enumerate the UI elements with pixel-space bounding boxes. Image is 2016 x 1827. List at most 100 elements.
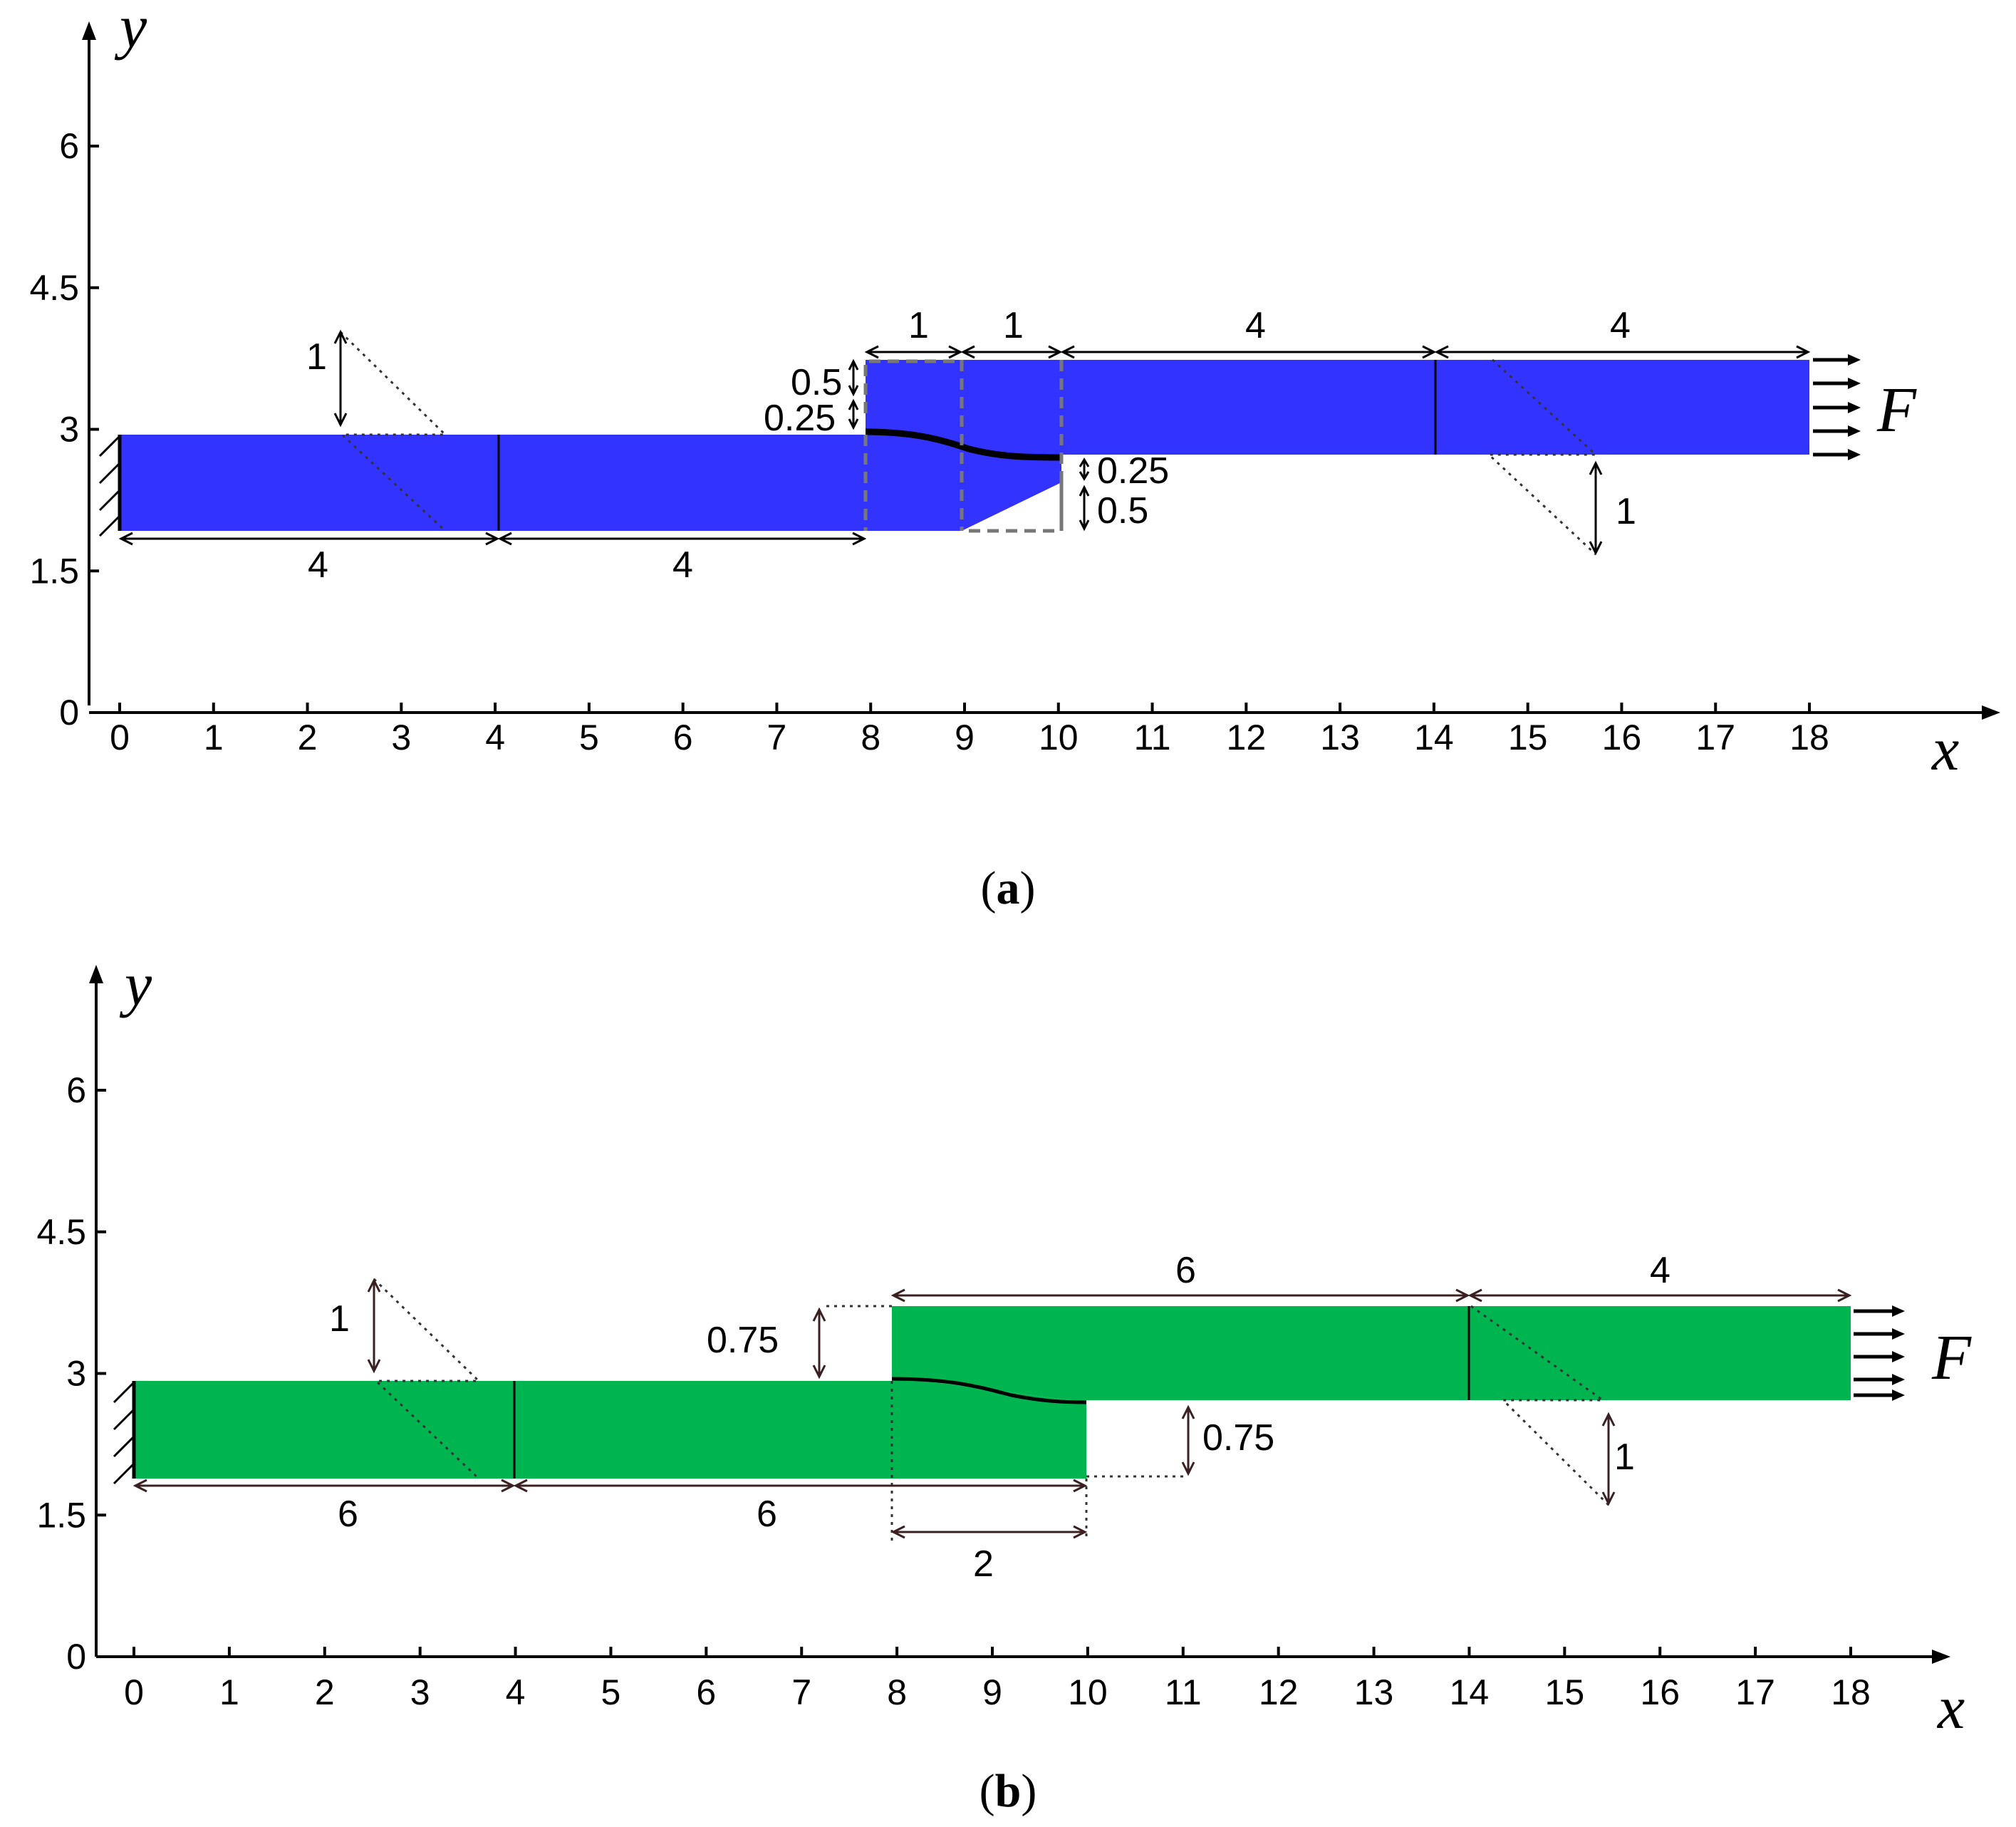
caption-b: (b) xyxy=(980,1765,1037,1817)
x-tick-label-a-1: 1 xyxy=(204,718,224,757)
panel-b: F 6 6 2 6 4 1 1 0.7 xyxy=(36,950,1972,1817)
dim-a-top-chamfer: 0.5 xyxy=(791,362,842,403)
dim-b-overlap: 2 xyxy=(973,1543,994,1585)
x-tick-label-b-4: 4 xyxy=(506,1672,526,1712)
x-axis-name-a: x xyxy=(1931,715,1959,783)
x-axis-arrow-b xyxy=(1932,1650,1950,1664)
x-tick-label-b-12: 12 xyxy=(1259,1672,1299,1712)
y-ticks-a: 0 1.5 3 4.5 6 xyxy=(29,126,99,733)
force-arrows-b xyxy=(1854,1305,1905,1401)
x-tick-label-a-5: 5 xyxy=(579,718,599,757)
force-label-b: F xyxy=(1931,1323,1972,1393)
specimen-b-lower-adherend xyxy=(134,1377,1086,1479)
dim-b-top-offset: 0.75 xyxy=(707,1320,779,1361)
dim-b-bottom-offset: 0.75 xyxy=(1202,1417,1274,1459)
x-tick-label-a-0: 0 xyxy=(110,718,130,757)
dim-a-left-block-2: 4 xyxy=(672,544,693,586)
y-tick-label-b-6: 6 xyxy=(66,1070,86,1110)
hatch-b-3 xyxy=(113,1435,135,1458)
dim-a-right-block-1: 4 xyxy=(1245,305,1266,346)
x-tick-label-a-18: 18 xyxy=(1789,718,1829,757)
x-tick-label-a-15: 15 xyxy=(1508,718,1548,757)
dim-a-overlap-2: 1 xyxy=(1003,305,1024,346)
x-tick-label-a-14: 14 xyxy=(1414,718,1454,757)
hatch-a-1 xyxy=(98,435,121,457)
dim-a-overlap-1: 1 xyxy=(908,305,929,346)
x-tick-label-b-2: 2 xyxy=(315,1672,335,1712)
dim-b-right-rotation: 1 xyxy=(1614,1437,1635,1478)
x-tick-label-b-13: 13 xyxy=(1354,1672,1394,1712)
dim-b-left-block-2: 6 xyxy=(757,1494,777,1535)
dim-a-right-block-2: 4 xyxy=(1610,305,1631,346)
caption-a: (a) xyxy=(981,862,1036,914)
x-axis-arrow-a xyxy=(1982,705,2000,720)
dim-b-right-block-1: 6 xyxy=(1175,1250,1196,1291)
dim-a-right-rotation: 1 xyxy=(1616,491,1636,532)
x-ticks-b: 0 1 2 3 4 5 6 7 8 9 10 11 12 13 14 15 16 17 18 xyxy=(124,1647,1871,1712)
x-tick-label-b-1: 1 xyxy=(219,1672,239,1712)
x-tick-label-b-3: 3 xyxy=(410,1672,430,1712)
force-arrows-a xyxy=(1813,354,1861,460)
x-tick-label-b-8: 8 xyxy=(887,1672,907,1712)
dashed-guide-a-bottom xyxy=(969,482,1064,533)
x-tick-label-b-5: 5 xyxy=(601,1672,621,1712)
x-tick-label-b-15: 15 xyxy=(1545,1672,1585,1712)
x-tick-label-b-14: 14 xyxy=(1450,1672,1490,1712)
y-ticks-b: 0 1.5 3 4.5 6 xyxy=(36,1070,106,1677)
dim-a-left-block-1: 4 xyxy=(308,544,328,586)
panel-a: F xyxy=(29,0,2000,914)
y-tick-label-a-6: 6 xyxy=(59,126,79,166)
rotation-guide-b-right xyxy=(1470,1305,1610,1506)
specimen-a-lower-adherend xyxy=(120,398,1061,531)
dim-b-left-rotation: 1 xyxy=(329,1298,350,1340)
y-tick-label-b-4.5: 4.5 xyxy=(36,1212,86,1252)
y-tick-label-a-1.5: 1.5 xyxy=(29,551,79,591)
x-tick-label-a-16: 16 xyxy=(1602,718,1642,757)
adhesive-interface-a xyxy=(865,428,1062,461)
dimension-arrows-b xyxy=(133,1278,1852,1539)
dim-a-bottom-step: 0.25 xyxy=(1097,450,1169,492)
dim-b-left-block-1: 6 xyxy=(338,1494,358,1535)
x-tick-label-b-11: 11 xyxy=(1165,1672,1202,1712)
hatch-b-1 xyxy=(113,1381,135,1404)
x-tick-label-a-2: 2 xyxy=(298,718,318,757)
dashed-guide-a-top xyxy=(863,359,956,413)
x-tick-label-a-12: 12 xyxy=(1227,718,1267,757)
x-axis-name-b: x xyxy=(1936,1673,1965,1741)
x-tick-label-b-6: 6 xyxy=(696,1672,716,1712)
x-tick-label-a-17: 17 xyxy=(1695,718,1735,757)
force-label-a: F xyxy=(1876,375,1917,445)
hatch-b-4 xyxy=(113,1462,135,1485)
y-axis-arrow-a xyxy=(82,21,96,40)
y-tick-label-a-3: 3 xyxy=(59,410,79,450)
specimen-a-upper-chamfer xyxy=(866,360,956,408)
x-ticks-a: 0 1 2 3 4 5 6 7 8 9 10 11 12 13 14 15 16 17 18 xyxy=(110,703,1829,757)
x-tick-label-b-0: 0 xyxy=(124,1672,144,1712)
x-tick-label-b-10: 10 xyxy=(1068,1672,1108,1712)
dim-b-right-block-2: 4 xyxy=(1650,1250,1671,1291)
y-tick-label-a-4.5: 4.5 xyxy=(29,268,79,308)
y-tick-label-b-0: 0 xyxy=(66,1637,86,1677)
x-tick-label-a-10: 10 xyxy=(1039,718,1079,757)
hatch-a-2 xyxy=(98,462,121,485)
x-tick-label-a-13: 13 xyxy=(1320,718,1360,757)
adhesive-interface-b xyxy=(891,1377,1087,1404)
x-tick-label-a-4: 4 xyxy=(485,718,505,757)
x-tick-label-a-6: 6 xyxy=(673,718,693,757)
caption-letter-a: a xyxy=(997,862,1020,914)
x-tick-label-b-7: 7 xyxy=(791,1672,811,1712)
hatch-b-2 xyxy=(113,1408,135,1431)
dimension-arrows-a xyxy=(118,329,1811,556)
rotation-guide-a-left xyxy=(339,331,448,532)
y-tick-label-b-3: 3 xyxy=(66,1354,86,1394)
x-tick-label-a-3: 3 xyxy=(391,718,411,757)
specimen-b-upper-adherend xyxy=(892,1306,1851,1402)
y-axis-name-a: y xyxy=(114,0,147,61)
x-tick-label-b-16: 16 xyxy=(1640,1672,1680,1712)
x-tick-label-a-11: 11 xyxy=(1134,718,1171,757)
x-tick-label-a-9: 9 xyxy=(955,718,975,757)
rotation-guide-b-left xyxy=(373,1278,482,1480)
hatch-a-3 xyxy=(98,489,121,512)
dim-a-left-rotation: 1 xyxy=(306,336,327,378)
